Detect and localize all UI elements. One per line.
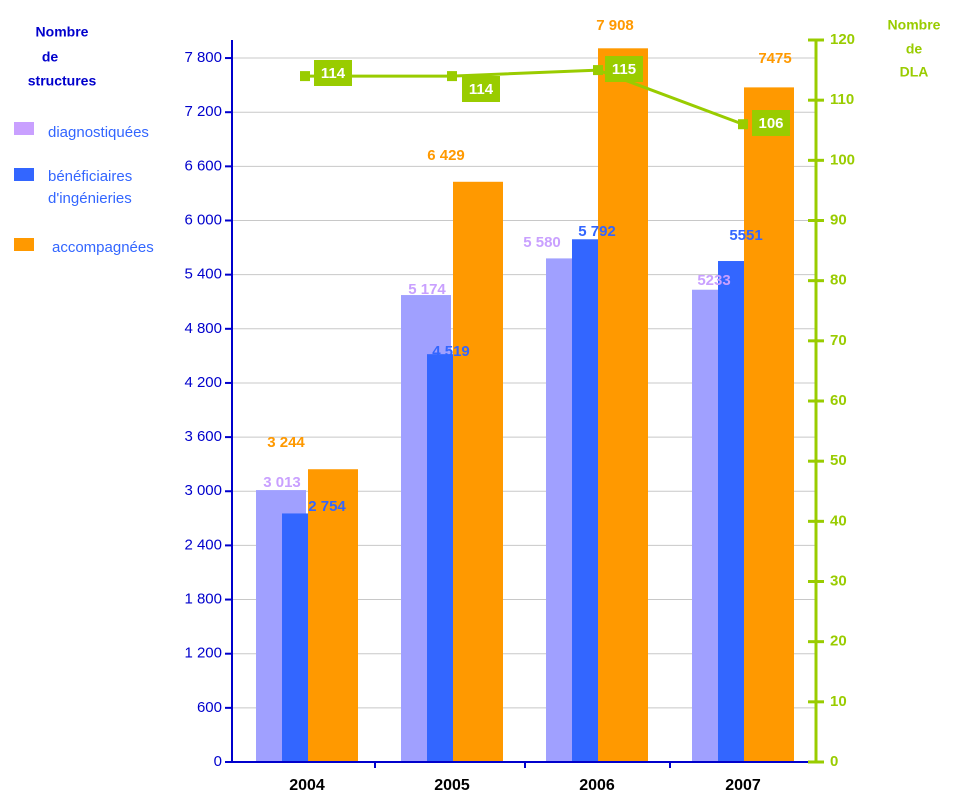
- x-tick-label: 2006: [579, 777, 615, 794]
- dla-label: 115: [612, 61, 636, 78]
- legend-label: bénéficiaires: [48, 168, 132, 185]
- right-axis-title: Nombre: [888, 17, 941, 33]
- dla-marker: [447, 71, 457, 82]
- data-label: 5 174: [408, 281, 446, 298]
- bar-accompagn-es-2006: [598, 48, 648, 763]
- x-tick-label: 2005: [434, 777, 470, 794]
- left-tick-label: 600: [197, 699, 222, 716]
- dla-label: 106: [758, 115, 783, 132]
- right-tick-label: 80: [830, 272, 847, 289]
- right-axis-title: DLA: [900, 64, 929, 80]
- right-tick-label: 70: [830, 332, 847, 349]
- right-tick-label: 120: [830, 31, 855, 48]
- left-tick-label: 0: [214, 753, 222, 770]
- dla-line-series: 114 114 115 106: [300, 56, 790, 136]
- legend-label: accompagnées: [52, 239, 154, 256]
- data-label: 5233: [697, 272, 730, 289]
- left-tick-label: 7 800: [184, 49, 222, 66]
- legend-swatch: [14, 168, 34, 181]
- right-tick-label: 20: [830, 633, 847, 650]
- data-labels: 3 013 5 174 5 580 5233 2 754 4 519 5 792 5551 3 …: [263, 17, 791, 515]
- data-label: 7475: [758, 50, 791, 67]
- right-tick-label: 60: [830, 392, 847, 409]
- data-label: 3 244: [267, 434, 305, 451]
- right-tick-label: 110: [830, 91, 854, 108]
- dla-marker: [300, 71, 310, 82]
- axis-titles: Nombre de structures Nombre de DLA: [28, 17, 941, 89]
- right-tick-label: 10: [830, 693, 847, 710]
- left-tick-label: 5 400: [184, 266, 222, 283]
- left-tick-label: 6 000: [184, 211, 222, 228]
- right-tick-label: 30: [830, 572, 847, 589]
- right-tick-label: 100: [830, 151, 855, 168]
- data-label: 5 580: [523, 234, 561, 251]
- left-tick-label: 4 200: [184, 374, 222, 391]
- right-tick-label: 0: [830, 753, 838, 770]
- left-tick-label: 4 800: [184, 320, 222, 337]
- left-tick-label: 6 600: [184, 157, 222, 174]
- bar-accompagn-es-2005: [453, 181, 503, 763]
- left-tick-label: 3 600: [184, 428, 222, 445]
- left-axis-title: de: [42, 49, 59, 65]
- legend-label: d'ingénieries: [48, 190, 132, 207]
- left-tick-label: 7 200: [184, 103, 222, 120]
- legend: diagnostiquées bénéficiaires d'ingénieries…: [14, 122, 154, 256]
- left-axis-title: Nombre: [36, 24, 89, 40]
- x-tick-label: 2004: [289, 777, 325, 794]
- x-tick-label: 2007: [725, 777, 761, 794]
- data-label: 5551: [729, 227, 762, 244]
- bars: [256, 48, 794, 763]
- dla-label-box: [314, 60, 352, 86]
- dla-label-box: [462, 76, 500, 102]
- left-axis-title: structures: [28, 73, 97, 89]
- bar-accompagn-es-2007: [744, 87, 794, 763]
- left-tick-label: 2 400: [184, 536, 222, 553]
- data-label: 6 429: [427, 147, 465, 164]
- data-label: 3 013: [263, 474, 301, 491]
- dla-marker: [738, 119, 748, 130]
- left-tick-label: 1 200: [184, 645, 222, 662]
- right-tick-label: 50: [830, 452, 847, 469]
- right-axis-title: de: [906, 41, 923, 57]
- right-tick-label: 40: [830, 512, 847, 529]
- left-tick-label: 1 800: [184, 591, 222, 608]
- dla-label-box: [752, 110, 790, 136]
- dla-line: [305, 68, 744, 126]
- data-label: 5 792: [578, 223, 616, 240]
- dla-label: 114: [321, 65, 346, 82]
- bar-accompagn-es-2004: [308, 469, 358, 762]
- legend-label: diagnostiquées: [48, 124, 149, 141]
- right-tick-label: 90: [830, 211, 847, 228]
- dla-label: 114: [469, 81, 494, 98]
- dla-label-box: [605, 56, 643, 82]
- legend-swatch: [14, 238, 34, 251]
- legend-swatch: [14, 122, 34, 135]
- dla-marker: [593, 65, 603, 76]
- data-label: 2 754: [308, 498, 346, 515]
- left-tick-label: 3 000: [184, 482, 222, 499]
- data-label: 7 908: [596, 17, 634, 34]
- data-label: 4 519: [432, 343, 470, 360]
